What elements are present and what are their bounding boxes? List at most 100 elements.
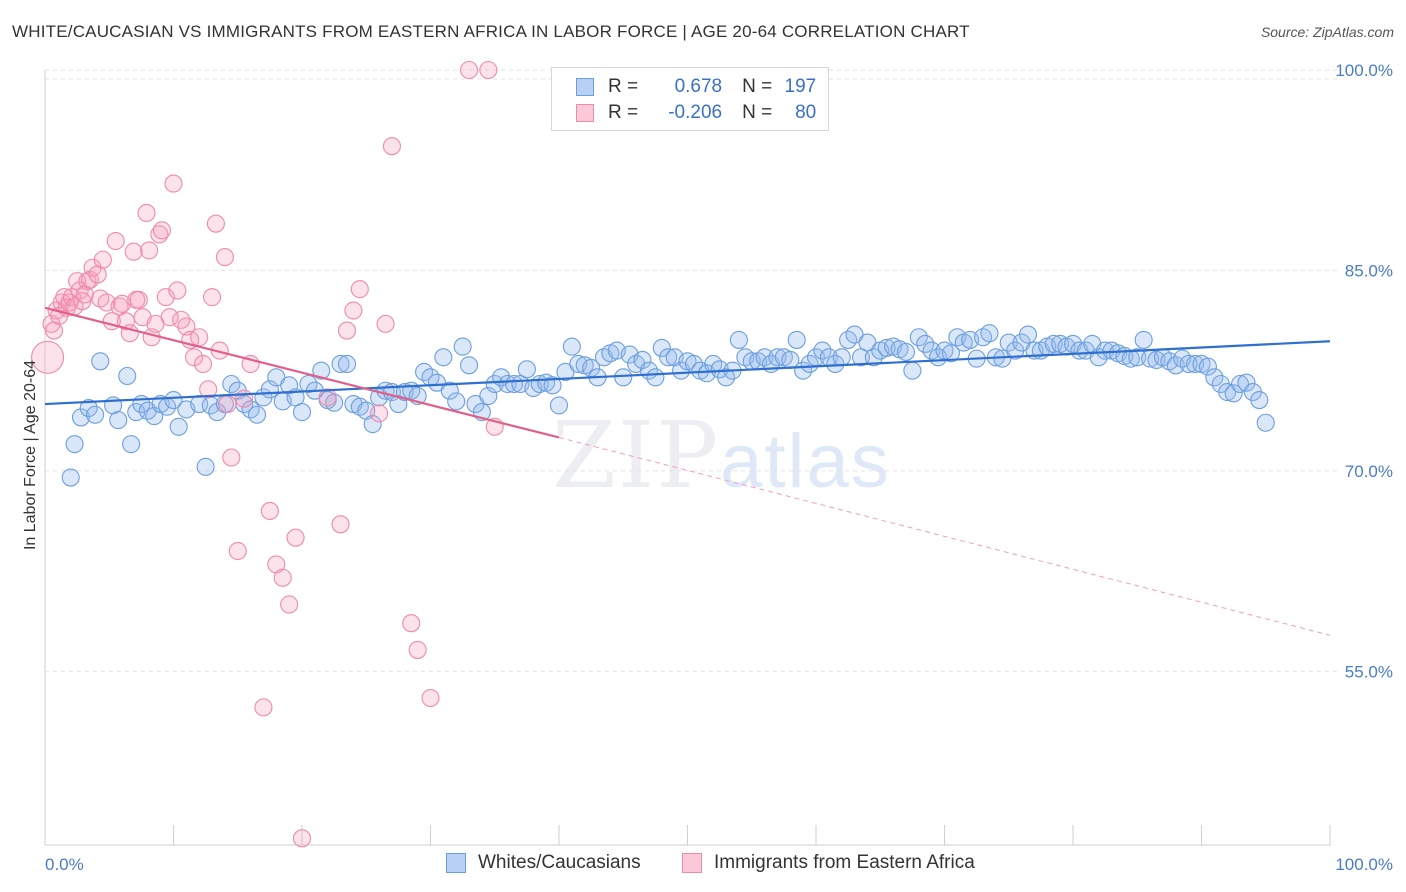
y-tick-label: 70.0%	[1345, 462, 1393, 481]
data-point-whites	[896, 342, 916, 361]
data-point-whites	[61, 468, 80, 487]
data-point-whites	[716, 368, 736, 387]
data-point-whites	[903, 361, 922, 380]
data-point-whites	[453, 337, 472, 356]
y-tick-label: 85.0%	[1345, 261, 1393, 280]
trend-line-eastern-africa	[44, 306, 560, 439]
y-axis-label: In Labor Force | Age 20-64	[22, 360, 39, 550]
data-point-whites	[1237, 373, 1256, 392]
data-point-whites	[91, 352, 110, 371]
data-point-whites	[787, 330, 806, 349]
data-point-eastern-africa	[124, 242, 143, 261]
data-point-whites	[434, 348, 453, 367]
data-point-whites	[614, 368, 633, 387]
data-point-whites	[169, 417, 188, 436]
data-point-eastern-africa	[203, 288, 222, 307]
data-point-eastern-africa	[218, 395, 237, 414]
legend-swatch-pink	[682, 853, 702, 873]
data-point-eastern-africa	[260, 501, 279, 520]
trend-lines	[44, 306, 1331, 636]
axes	[44, 70, 1331, 846]
data-point-whites	[65, 435, 84, 454]
data-point-eastern-africa	[376, 314, 395, 333]
data-point-whites	[659, 348, 678, 367]
data-point-whites	[267, 368, 286, 387]
legend-row-whites: R = 0.678 N = 197	[576, 74, 816, 100]
data-point-whites	[755, 348, 774, 367]
data-point-whites	[1256, 413, 1275, 432]
data-point-eastern-africa	[137, 203, 156, 223]
legend-item-whites[interactable]: Whites/Caucasians	[446, 852, 641, 874]
legend-swatch-blue	[576, 78, 594, 96]
data-point-eastern-africa	[292, 829, 312, 848]
data-point-eastern-africa	[421, 688, 440, 708]
data-point-eastern-africa	[254, 698, 273, 717]
watermark-zip: ZIP	[552, 402, 721, 509]
data-point-whites	[196, 457, 215, 476]
data-point-eastern-africa	[55, 288, 74, 307]
data-point-whites	[652, 338, 671, 357]
x-tick-label: 100.0%	[1335, 855, 1393, 874]
legend-r-value: 0.678	[674, 76, 723, 97]
data-point-eastern-africa	[106, 231, 125, 251]
data-point-whites	[1198, 357, 1217, 376]
data-point-whites	[543, 376, 562, 395]
legend-label-eastern-africa: Immigrants from Eastern Africa	[714, 852, 975, 873]
data-point-whites	[498, 374, 517, 394]
data-point-whites	[79, 399, 98, 418]
data-point-whites	[337, 354, 357, 374]
data-point-whites	[941, 344, 960, 363]
data-point-whites	[109, 411, 128, 430]
y-tick-label: 100.0%	[1335, 61, 1393, 80]
data-point-whites	[312, 361, 331, 380]
data-point-eastern-africa	[402, 614, 421, 633]
legend-swatch-pink	[576, 104, 594, 122]
legend-item-eastern-africa[interactable]: Immigrants from Eastern Africa	[682, 852, 975, 874]
data-point-eastern-africa	[408, 640, 427, 659]
data-point-eastern-africa	[129, 290, 148, 309]
data-point-whites	[222, 374, 241, 394]
data-point-whites	[813, 341, 832, 360]
data-point-whites	[331, 354, 350, 374]
data-point-whites	[549, 396, 569, 415]
data-point-eastern-africa	[370, 404, 389, 423]
data-point-whites	[299, 374, 318, 394]
legend-r-label: R =	[608, 102, 639, 123]
data-point-eastern-africa	[382, 137, 402, 156]
data-point-eastern-africa	[459, 60, 479, 80]
data-point-whites	[86, 405, 105, 424]
data-point-whites	[800, 354, 819, 374]
data-point-eastern-africa	[222, 448, 241, 467]
data-point-eastern-africa	[280, 595, 299, 614]
data-point-eastern-africa	[190, 328, 209, 347]
data-point-whites	[1218, 382, 1237, 402]
data-point-eastern-africa	[199, 380, 218, 399]
data-point-eastern-africa	[160, 308, 179, 327]
tick-labels: 55.0% 70.0% 85.0% 100.0% 0.0% 100.0%	[45, 61, 1393, 874]
data-point-whites	[504, 374, 524, 394]
data-point-eastern-africa	[140, 241, 159, 260]
data-point-eastern-africa	[116, 312, 136, 331]
series-legend: Whites/Caucasians Immigrants from Easter…	[0, 852, 1406, 878]
data-point-whites	[1018, 325, 1038, 344]
data-point-whites	[485, 374, 504, 394]
watermark: ZIPatlas	[552, 402, 891, 509]
data-point-eastern-africa	[152, 221, 171, 240]
legend-r-value: -0.206	[668, 102, 723, 123]
data-point-whites	[877, 338, 896, 357]
data-point-eastern-africa	[337, 321, 357, 340]
data-point-whites	[1179, 354, 1198, 374]
data-point-whites	[118, 366, 137, 386]
legend-row-eastern-africa: R = -0.206 N = 80	[576, 100, 816, 126]
data-point-whites	[845, 325, 864, 344]
data-point-whites	[517, 360, 536, 379]
data-point-eastern-africa	[273, 568, 292, 587]
data-point-whites	[922, 341, 941, 360]
data-point-whites	[909, 328, 928, 347]
legend-r-label: R =	[608, 76, 639, 97]
x-tick-label: 0.0%	[45, 855, 84, 874]
data-point-whites	[447, 392, 466, 411]
data-point-eastern-africa	[344, 301, 363, 320]
data-point-whites	[363, 415, 382, 434]
